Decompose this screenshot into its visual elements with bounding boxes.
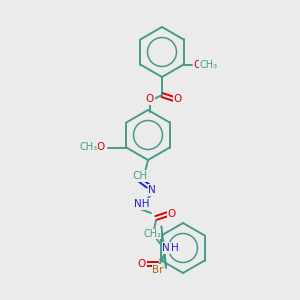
Text: N: N (162, 243, 170, 253)
Text: O: O (174, 94, 182, 104)
Text: O: O (194, 59, 202, 70)
Text: CH₂: CH₂ (143, 229, 161, 239)
Text: NH: NH (134, 199, 150, 209)
Text: O: O (96, 142, 104, 152)
Text: CH₃: CH₃ (79, 142, 98, 152)
Text: Br: Br (152, 265, 164, 275)
Text: CH: CH (132, 171, 148, 181)
Text: CH₃: CH₃ (200, 59, 218, 70)
Text: O: O (138, 259, 146, 269)
Text: O: O (146, 94, 154, 104)
Text: H: H (171, 243, 179, 253)
Text: O: O (168, 209, 176, 219)
Text: N: N (148, 185, 156, 195)
